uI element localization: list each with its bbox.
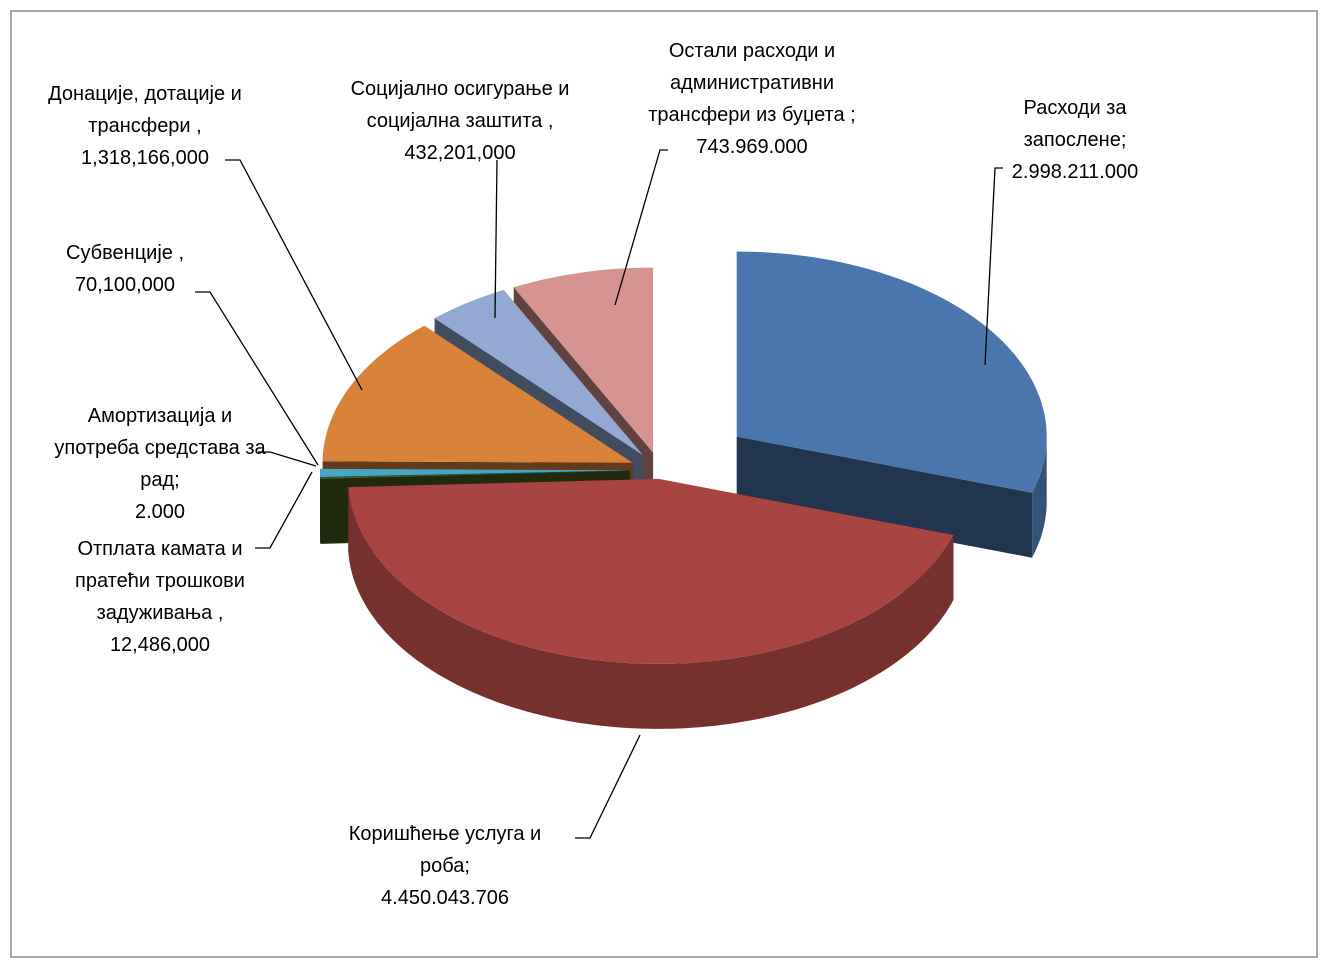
leader-line — [195, 291, 319, 466]
value-label: 4.450.043.706 — [381, 887, 509, 909]
data-label: Отплата камата и пратећи трошкови задужи… — [50, 533, 270, 661]
value-label: 2.998.211.000 — [1011, 161, 1139, 183]
data-label: Донације, дотације и трансфери , 1,318,16… — [25, 78, 265, 174]
slice-side — [736, 436, 1033, 558]
value-label: 2.000 — [134, 501, 186, 523]
leader-line — [494, 159, 498, 319]
leader-line — [258, 451, 317, 467]
leader-line — [984, 167, 1003, 366]
slice — [320, 468, 630, 477]
slice — [434, 290, 643, 456]
category-label: Амортизација и употреба средстава за рад… — [54, 405, 266, 491]
category-label: Социјално осигурање и социјална заштита … — [350, 78, 570, 132]
leader-line — [614, 149, 668, 306]
data-label: Остали расходи и административни трансфе… — [617, 35, 887, 163]
category-label: Расходи за запослене; — [1023, 97, 1127, 151]
slice — [513, 267, 654, 453]
slice — [320, 470, 630, 479]
leader-line — [255, 471, 313, 549]
slice-wall — [1032, 436, 1047, 558]
data-label: Амортизација и употреба средстава за рад… — [45, 400, 275, 528]
category-label: Коришћење услуга и роба; — [348, 823, 542, 877]
slice — [348, 478, 954, 664]
category-label: Донације, дотације и трансфери , — [48, 83, 242, 137]
value-label: 12,486,000 — [109, 634, 211, 656]
leader-line — [575, 734, 641, 839]
leader-line — [225, 159, 363, 391]
category-label: Отплата камата и пратећи трошкови задужи… — [75, 538, 245, 624]
data-label: Субвенције , 70,100,000 — [40, 237, 210, 301]
data-label: Социјално осигурање и социјална заштита … — [330, 73, 590, 169]
value-label: 743.969.000 — [696, 136, 808, 158]
value-label: 432,201,000 — [404, 142, 516, 164]
data-label: Расходи за запослене; 2.998.211.000 — [990, 92, 1160, 188]
data-label: Коришћење услуга и роба; 4.450.043.706 — [335, 818, 555, 914]
slice — [322, 325, 633, 463]
slice — [736, 251, 1047, 493]
slice-wall — [348, 487, 954, 729]
value-label: 1,318,166,000 — [81, 147, 209, 169]
value-label: 70,100,000 — [74, 274, 176, 296]
category-label: Остали расходи и административни трансфе… — [648, 40, 856, 126]
category-label: Субвенције , — [66, 242, 184, 264]
